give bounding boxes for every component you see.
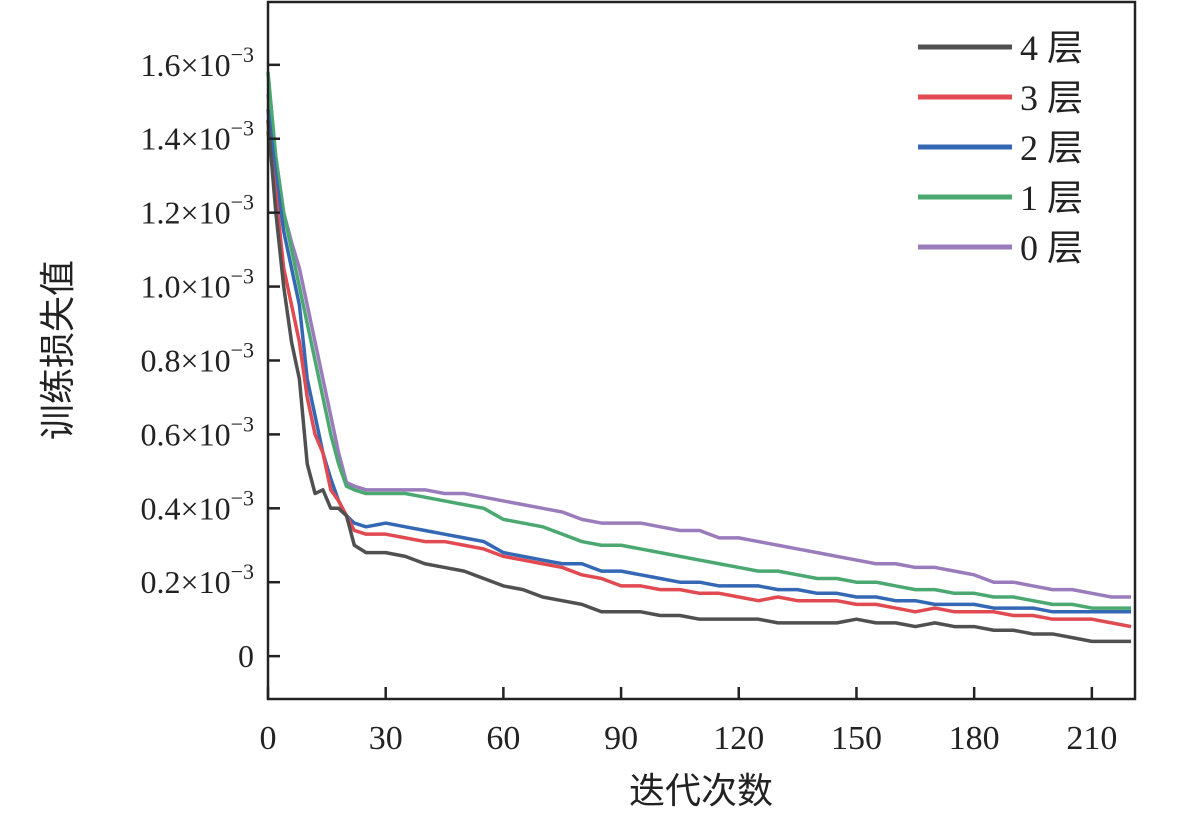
series-line-1 [266,131,1132,629]
x-tick-label: 0 [260,720,277,757]
x-tick-label: 210 [1066,720,1117,757]
x-tick-label: 180 [949,720,1000,757]
legend-label: 2 层 [1020,128,1083,168]
series-line-0 [266,120,1132,644]
x-axis-label: 迭代次数 [629,771,773,811]
y-tick-label: 1.4×10−3 [141,116,254,157]
y-tick-label: 1.0×10−3 [141,264,254,305]
legend: 4 层 3 层 2 层 1 层 0 层 [918,28,1083,268]
legend-item: 0 层 [918,228,1083,268]
x-tick-label: 150 [831,720,882,757]
legend-item: 2 层 [918,128,1083,168]
x-tick-label: 90 [604,720,638,757]
y-tick-label: 1.6×10−3 [141,42,254,83]
series-line-3 [266,72,1132,610]
x-tick-label: 60 [486,720,520,757]
legend-label: 3 层 [1020,78,1083,118]
y-tick-label: 0.6×10−3 [141,411,254,452]
plot-frame [266,0,1137,701]
y-tick-label: 0 [238,638,254,674]
legend-label: 4 层 [1020,28,1083,68]
y-tick-label: 0.4×10−3 [141,485,254,526]
ticks-layer: 0 30 60 90 120 150 180 210 0 0.2×10−3 0.4×10−3 0.6×… [141,42,1118,757]
y-axis-label: 训练损失值 [38,260,78,440]
series-line-2 [266,108,1132,614]
legend-item: 4 层 [918,28,1083,68]
series-line-4 [266,94,1132,599]
y-tick-label: 0.2×10−3 [141,559,254,600]
x-tick-label: 120 [713,720,764,757]
y-tick-label: 0.8×10−3 [141,337,254,378]
legend-item: 1 层 [918,178,1083,218]
legend-label: 0 层 [1020,228,1083,268]
legend-label: 1 层 [1020,178,1083,218]
legend-item: 3 层 [918,78,1083,118]
x-tick-label: 30 [369,720,403,757]
series-layer [266,72,1132,644]
y-tick-label: 1.2×10−3 [141,190,254,231]
